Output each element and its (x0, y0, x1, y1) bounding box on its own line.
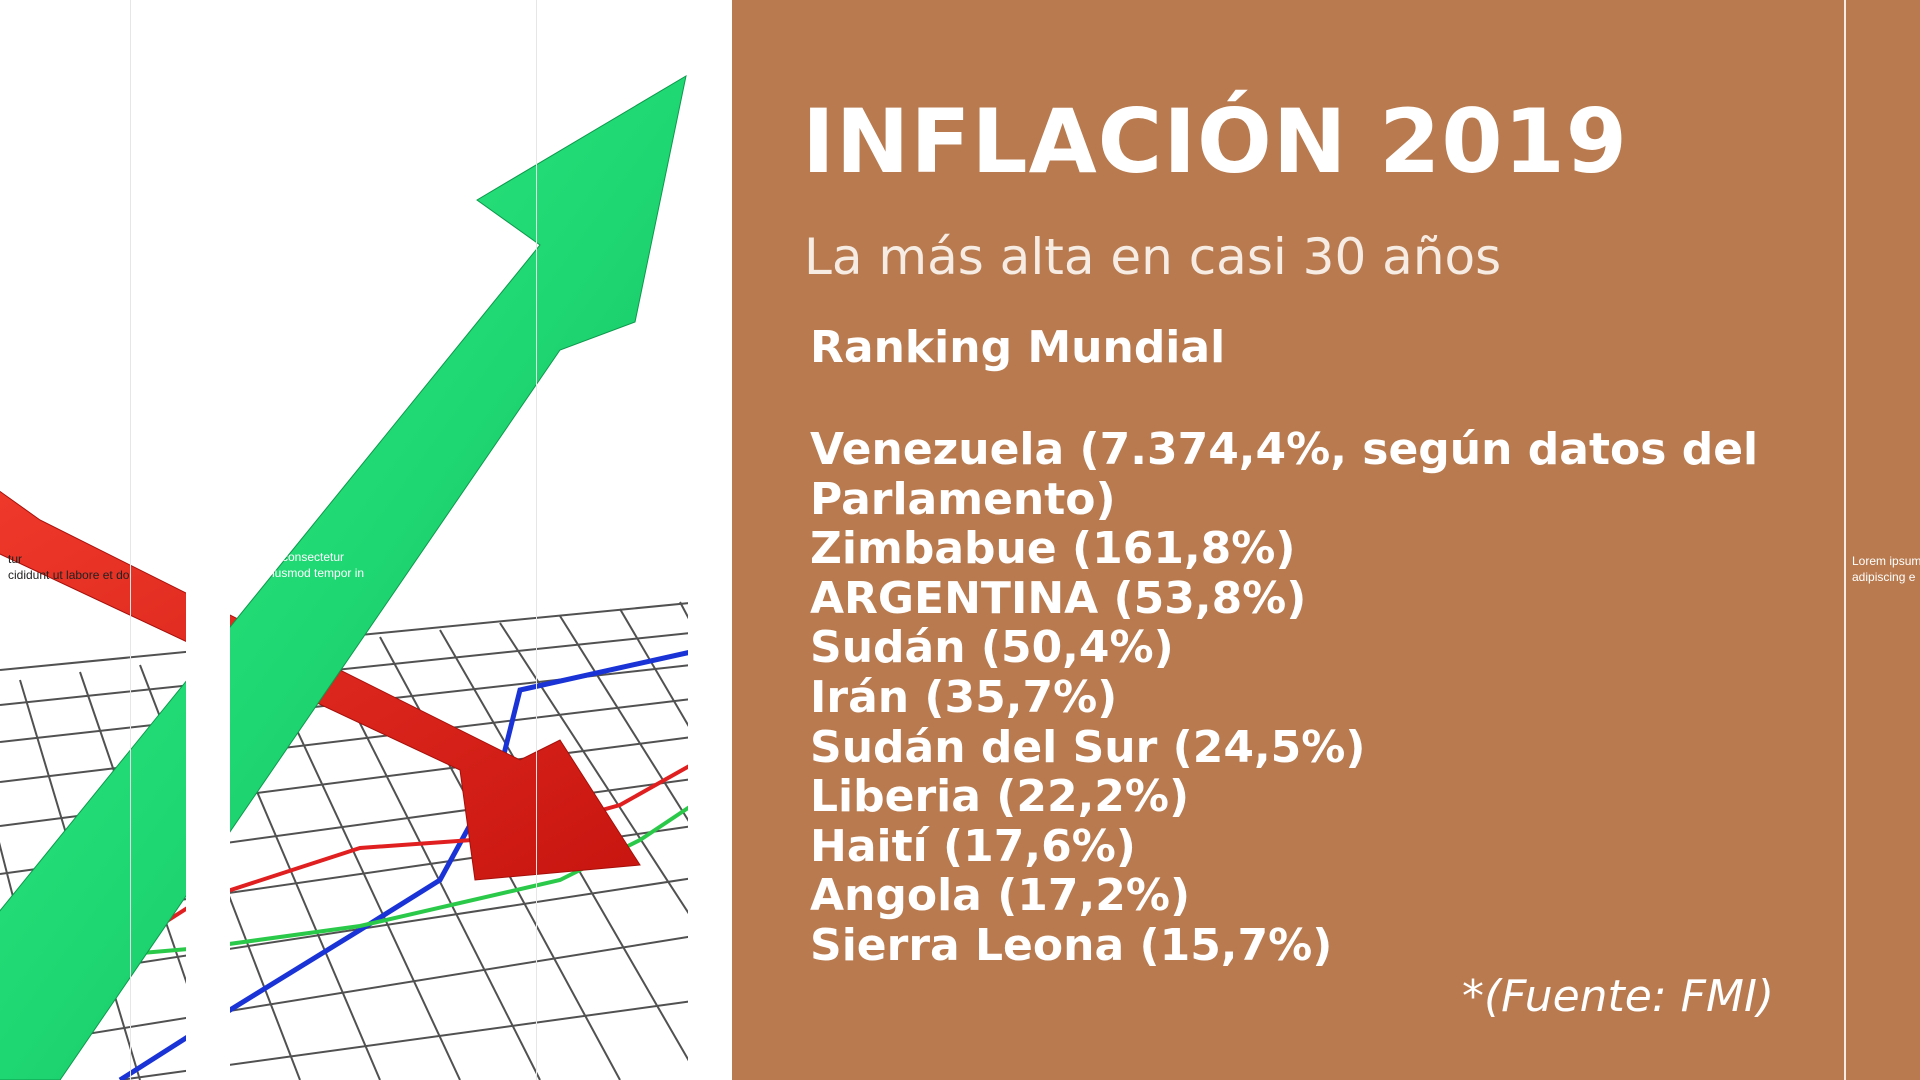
slide-title: INFLACIÓN 2019 (802, 90, 1629, 193)
ranking-list: Venezuela (7.374,4%, según datos del Par… (810, 425, 1830, 971)
photo-panel: tur cididunt ut labore et do t, consecte… (0, 0, 732, 1080)
ranking-heading: Ranking Mundial (810, 322, 1226, 373)
background-text-fragment: Lorem ipsum adipiscing e (1852, 554, 1920, 584)
ranking-item: Liberia (22,2%) (810, 771, 1190, 823)
slide-subtitle: La más alta en casi 30 años (804, 228, 1502, 286)
red-line (88, 758, 701, 972)
info-panel: INFLACIÓN 2019 La más alta en casi 30 añ… (732, 0, 1920, 1080)
background-text-fragment: tur cididunt ut labore et do (8, 552, 130, 582)
white-gap (186, 0, 230, 1080)
ranking-item: Venezuela (7.374,4%, según datos del Par… (810, 424, 1759, 525)
ranking-item: Irán (35,7%) (810, 671, 1118, 723)
white-gap (688, 0, 732, 1080)
ranking-item: Angola (17,2%) (810, 870, 1191, 922)
right-divider (1844, 0, 1846, 1080)
ranking-item: ARGENTINA (53,8%) (810, 572, 1307, 624)
green-line (59, 798, 702, 962)
blue-line (118, 647, 701, 1080)
background-text-fragment: t, consectetur iusmod tempor in (272, 550, 365, 580)
ranking-item: Sierra Leona (15,7%) (810, 919, 1333, 971)
ranking-item: Zimbabue (161,8%) (810, 523, 1296, 575)
divider-line (536, 0, 537, 1080)
ranking-item: Sudán (50,4%) (810, 622, 1174, 674)
divider-line (130, 0, 131, 1080)
growth-chart-image (0, 74, 732, 1080)
ranking-item: Haití (17,6%) (810, 820, 1136, 872)
ranking-item: Sudán del Sur (24,5%) (810, 721, 1366, 773)
source-note: *(Fuente: FMI) (1462, 971, 1775, 1022)
